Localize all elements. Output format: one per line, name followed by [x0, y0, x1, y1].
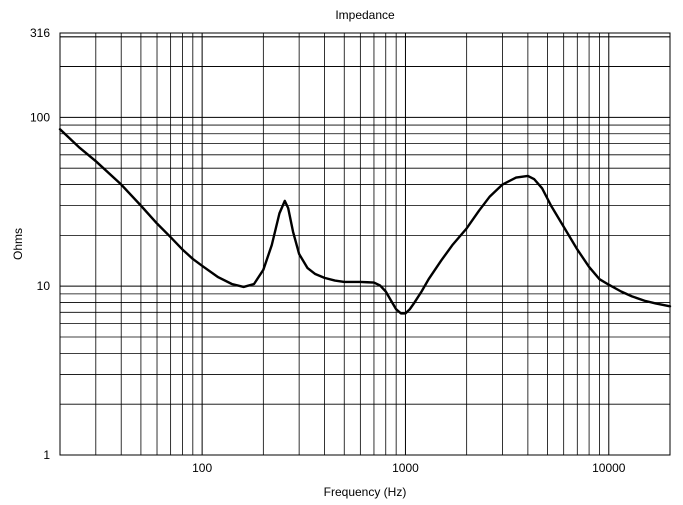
y-tick-labels: 1 10 100 316 — [30, 26, 50, 462]
x-tick-label: 100 — [192, 461, 212, 475]
x-axis-label: Frequency (Hz) — [324, 485, 407, 499]
y-tick-label: 100 — [30, 110, 50, 124]
impedance-curve — [58, 128, 672, 315]
y-tick-label: 316 — [30, 26, 50, 40]
x-tick-label: 10000 — [592, 461, 626, 475]
x-tick-labels: 100 1000 10000 — [192, 461, 626, 475]
y-tick-label: 10 — [37, 279, 51, 293]
y-axis-label: Ohms — [11, 228, 25, 260]
y-tick-label: 1 — [43, 448, 50, 462]
plot-frame — [59, 32, 671, 456]
chart-title: Impedance — [335, 8, 395, 22]
x-tick-label: 1000 — [392, 461, 419, 475]
